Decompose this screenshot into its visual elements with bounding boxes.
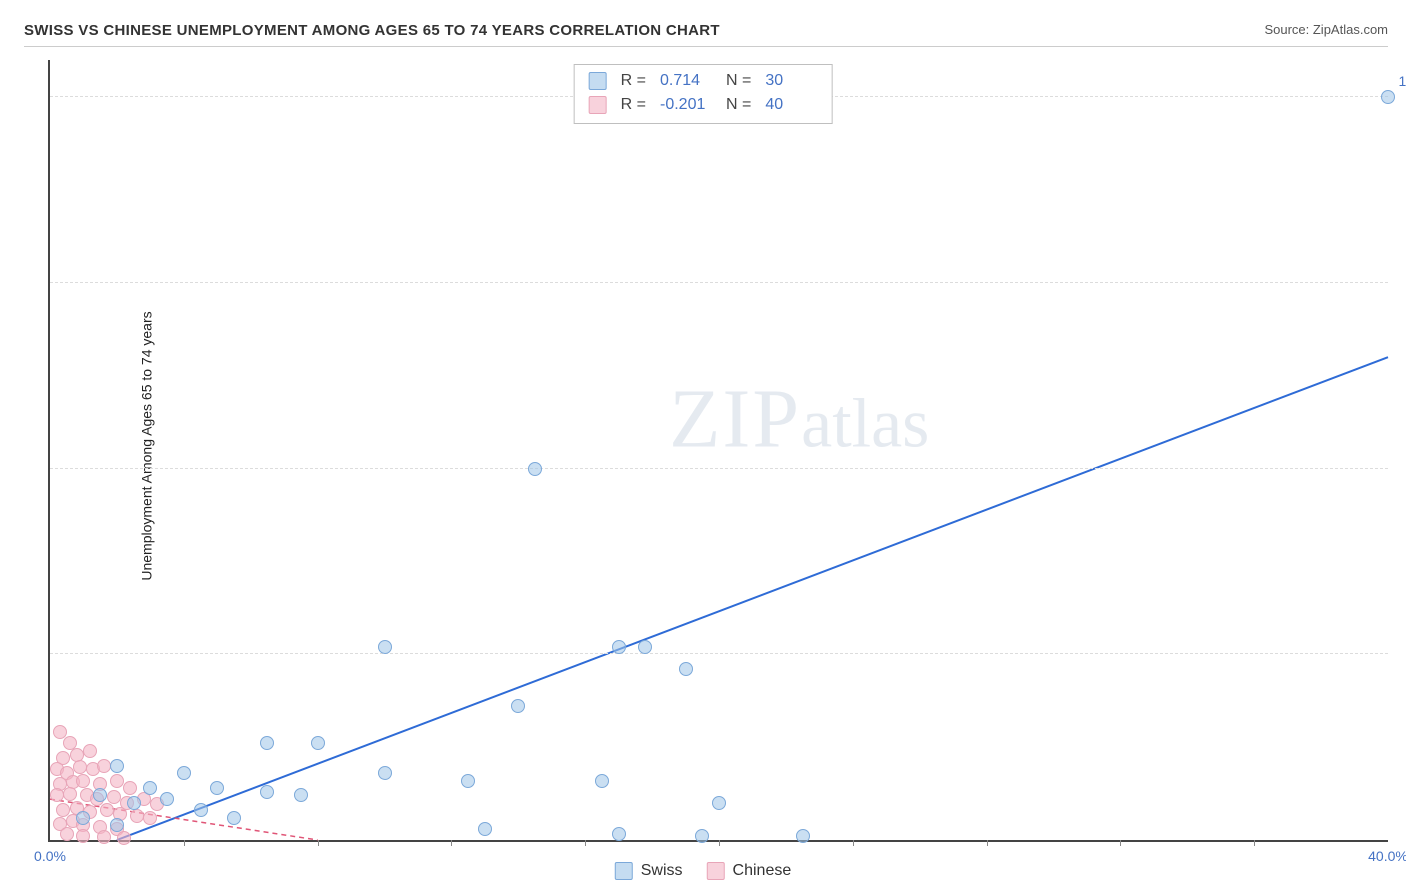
scatter-point-swiss	[595, 774, 609, 788]
scatter-point-swiss	[695, 829, 709, 843]
plot-inner: ZIPatlas 25.0%50.0%75.0%100.0%0.0%40.0%	[50, 60, 1388, 840]
x-tick-mark	[184, 840, 185, 846]
scatter-point-swiss	[294, 788, 308, 802]
chart-container: SWISS VS CHINESE UNEMPLOYMENT AMONG AGES…	[0, 0, 1406, 892]
swatch-chinese-icon	[707, 862, 725, 880]
r-label: R =	[621, 69, 646, 93]
x-tick-label: 0.0%	[34, 848, 66, 864]
swatch-chinese-icon	[589, 96, 607, 114]
scatter-point-swiss	[638, 640, 652, 654]
scatter-point-swiss	[177, 766, 191, 780]
scatter-point-chinese	[83, 744, 97, 758]
scatter-point-swiss	[511, 699, 525, 713]
scatter-point-swiss	[227, 811, 241, 825]
scatter-point-chinese	[76, 774, 90, 788]
x-tick-mark	[451, 840, 452, 846]
scatter-point-chinese	[63, 787, 77, 801]
series-legend: Swiss Chinese	[615, 862, 791, 880]
watermark-zip: ZIP	[669, 372, 801, 465]
scatter-point-swiss	[160, 792, 174, 806]
x-tick-mark	[318, 840, 319, 846]
scatter-point-swiss	[143, 781, 157, 795]
x-tick-mark	[1254, 840, 1255, 846]
watermark: ZIPatlas	[669, 370, 929, 467]
x-tick-mark	[1120, 840, 1121, 846]
scatter-point-chinese	[97, 759, 111, 773]
scatter-point-chinese	[107, 790, 121, 804]
scatter-point-swiss	[612, 640, 626, 654]
scatter-point-swiss	[210, 781, 224, 795]
regression-line-swiss	[117, 357, 1388, 840]
scatter-point-chinese	[117, 831, 131, 845]
scatter-point-chinese	[143, 811, 157, 825]
correlation-legend: R = 0.714 N = 30 R = -0.201 N = 40	[574, 64, 833, 124]
swiss-n-value: 30	[765, 69, 817, 93]
scatter-point-swiss	[528, 462, 542, 476]
scatter-point-chinese	[123, 781, 137, 795]
chinese-r-value: -0.201	[660, 93, 712, 117]
scatter-point-swiss	[1381, 90, 1395, 104]
scatter-point-swiss	[712, 796, 726, 810]
swatch-swiss-icon	[615, 862, 633, 880]
scatter-point-chinese	[76, 829, 90, 843]
scatter-point-chinese	[130, 809, 144, 823]
scatter-point-chinese	[110, 774, 124, 788]
title-underline	[24, 46, 1388, 47]
x-tick-mark	[719, 840, 720, 846]
scatter-point-swiss	[796, 829, 810, 843]
scatter-point-swiss	[378, 766, 392, 780]
swiss-r-value: 0.714	[660, 69, 712, 93]
legend-label-swiss: Swiss	[641, 862, 683, 880]
legend-item-swiss: Swiss	[615, 862, 683, 880]
swatch-swiss-icon	[589, 72, 607, 90]
x-tick-mark	[585, 840, 586, 846]
n-label: N =	[726, 93, 751, 117]
source-attribution: Source: ZipAtlas.com	[1264, 22, 1388, 37]
gridline-h	[50, 468, 1388, 469]
scatter-point-chinese	[60, 827, 74, 841]
y-tick-label: 100.0%	[1399, 73, 1406, 89]
legend-label-chinese: Chinese	[733, 862, 792, 880]
scatter-point-swiss	[679, 662, 693, 676]
x-tick-label: 40.0%	[1368, 848, 1406, 864]
scatter-point-swiss	[311, 736, 325, 750]
scatter-point-swiss	[260, 736, 274, 750]
scatter-point-chinese	[97, 830, 111, 844]
scatter-point-swiss	[612, 827, 626, 841]
scatter-point-swiss	[76, 811, 90, 825]
correlation-row-chinese: R = -0.201 N = 40	[589, 93, 818, 117]
scatter-point-swiss	[93, 788, 107, 802]
plot-area: ZIPatlas 25.0%50.0%75.0%100.0%0.0%40.0%	[48, 60, 1388, 842]
chinese-n-value: 40	[765, 93, 817, 117]
gridline-h	[50, 282, 1388, 283]
scatter-point-swiss	[127, 796, 141, 810]
watermark-atlas: atlas	[801, 385, 929, 462]
chart-title: SWISS VS CHINESE UNEMPLOYMENT AMONG AGES…	[24, 22, 720, 39]
scatter-point-chinese	[50, 788, 64, 802]
correlation-row-swiss: R = 0.714 N = 30	[589, 69, 818, 93]
scatter-point-swiss	[260, 785, 274, 799]
scatter-point-swiss	[194, 803, 208, 817]
scatter-point-swiss	[110, 818, 124, 832]
legend-item-chinese: Chinese	[707, 862, 792, 880]
r-label: R =	[621, 93, 646, 117]
x-tick-mark	[853, 840, 854, 846]
regression-lines-svg	[50, 60, 1388, 840]
gridline-h	[50, 653, 1388, 654]
scatter-point-swiss	[378, 640, 392, 654]
scatter-point-swiss	[110, 759, 124, 773]
n-label: N =	[726, 69, 751, 93]
scatter-point-chinese	[100, 803, 114, 817]
x-tick-mark	[987, 840, 988, 846]
scatter-point-swiss	[478, 822, 492, 836]
scatter-point-chinese	[73, 760, 87, 774]
scatter-point-swiss	[461, 774, 475, 788]
